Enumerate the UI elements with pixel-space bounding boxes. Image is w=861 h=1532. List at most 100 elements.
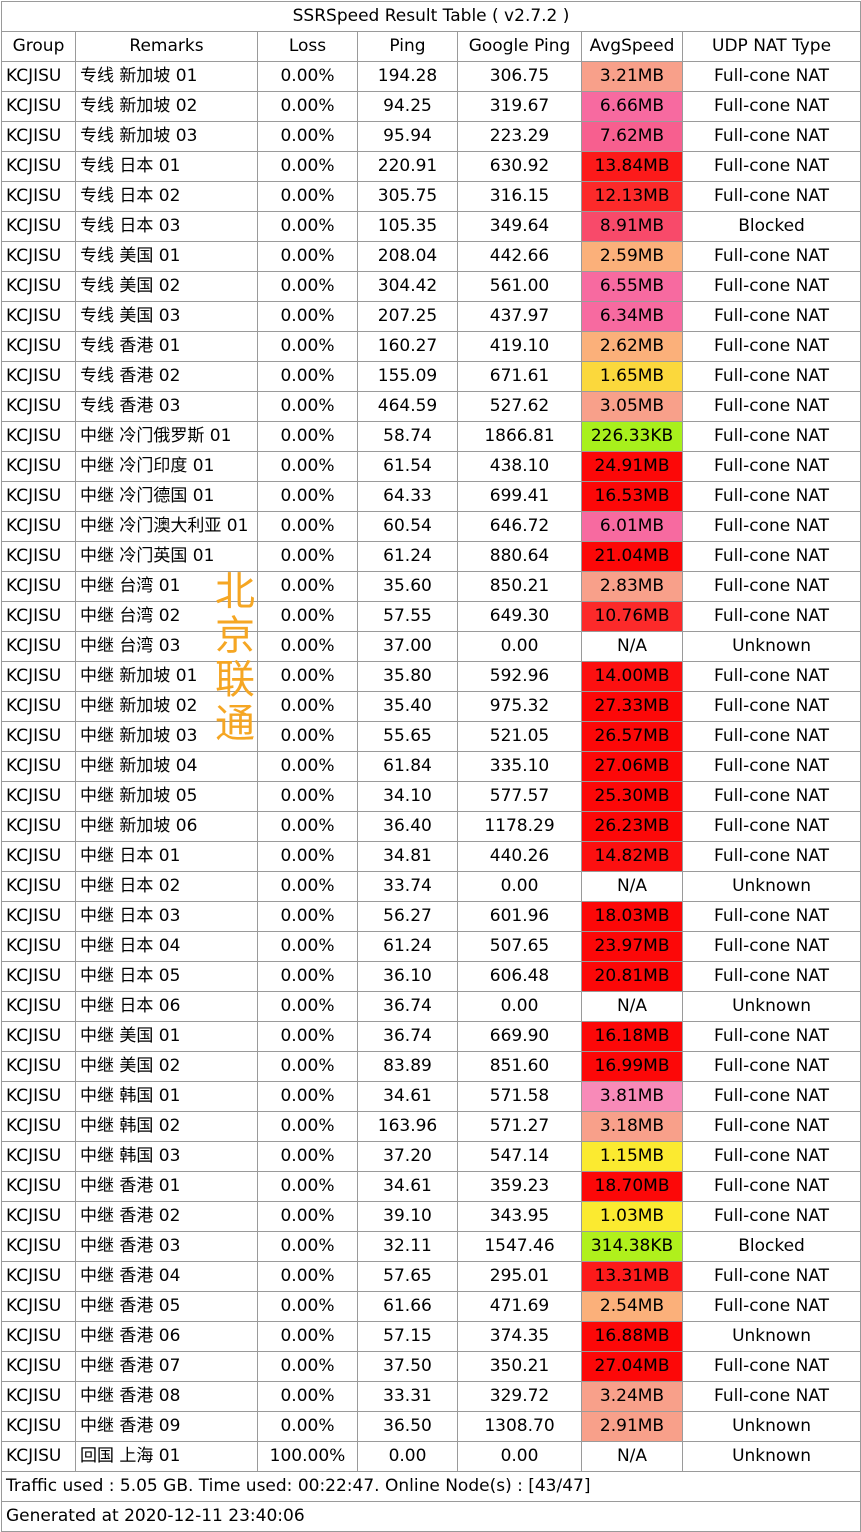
cell-udp-nat-type: Full-cone NAT (681, 181, 861, 212)
header-remarks: Remarks (75, 31, 258, 62)
table-row: KCJISU 中继 香港 04 0.00% 57.65 295.01 13.31MB Ful… (1, 1261, 861, 1292)
cell-udp-nat-type: Full-cone NAT (681, 481, 861, 512)
cell-group: KCJISU (1, 241, 76, 272)
cell-remarks: 中继 日本 05 (75, 961, 258, 992)
cell-loss: 0.00% (257, 241, 358, 272)
cell-loss: 0.00% (257, 301, 358, 332)
cell-ping: 304.42 (357, 271, 458, 302)
cell-group: KCJISU (1, 931, 76, 962)
cell-avg-speed: N/A (581, 1441, 683, 1472)
cell-loss: 0.00% (257, 751, 358, 782)
table-row: KCJISU 中继 新加坡 06 0.00% 36.40 1178.29 26.23MB F… (1, 811, 861, 842)
cell-loss: 0.00% (257, 1321, 358, 1352)
header-avg-speed: AvgSpeed (581, 31, 683, 62)
cell-group: KCJISU (1, 181, 76, 212)
cell-avg-speed: 20.81MB (581, 961, 683, 992)
cell-ping: 37.20 (357, 1141, 458, 1172)
cell-google-ping: 1866.81 (457, 421, 582, 452)
cell-avg-speed: 18.70MB (581, 1171, 683, 1202)
cell-remarks: 专线 香港 02 (75, 361, 258, 392)
cell-group: KCJISU (1, 271, 76, 302)
header-group: Group (1, 31, 76, 62)
cell-avg-speed: N/A (581, 991, 683, 1022)
cell-udp-nat-type: Full-cone NAT (681, 241, 861, 272)
cell-udp-nat-type: Full-cone NAT (681, 301, 861, 332)
cell-ping: 36.74 (357, 991, 458, 1022)
cell-ping: 163.96 (357, 1111, 458, 1142)
cell-remarks: 专线 日本 03 (75, 211, 258, 242)
cell-remarks: 专线 日本 01 (75, 151, 258, 182)
cell-udp-nat-type: Full-cone NAT (681, 1021, 861, 1052)
cell-ping: 33.74 (357, 871, 458, 902)
cell-ping: 207.25 (357, 301, 458, 332)
cell-group: KCJISU (1, 691, 76, 722)
cell-loss: 0.00% (257, 991, 358, 1022)
cell-group: KCJISU (1, 871, 76, 902)
cell-remarks: 专线 新加坡 01 (75, 61, 258, 92)
cell-avg-speed: 3.21MB (581, 61, 683, 92)
cell-udp-nat-type: Full-cone NAT (681, 271, 861, 302)
cell-google-ping: 295.01 (457, 1261, 582, 1292)
cell-udp-nat-type: Full-cone NAT (681, 1141, 861, 1172)
cell-loss: 0.00% (257, 1411, 358, 1442)
cell-group: KCJISU (1, 1291, 76, 1322)
cell-remarks: 专线 美国 02 (75, 271, 258, 302)
cell-ping: 34.10 (357, 781, 458, 812)
watermark-beijing-unicom: 北 京 联 通 (210, 570, 260, 746)
cell-udp-nat-type: Blocked (681, 1231, 861, 1262)
cell-google-ping: 527.62 (457, 391, 582, 422)
cell-remarks: 中继 美国 01 (75, 1021, 258, 1052)
cell-ping: 61.84 (357, 751, 458, 782)
cell-group: KCJISU (1, 211, 76, 242)
cell-avg-speed: 14.00MB (581, 661, 683, 692)
cell-group: KCJISU (1, 361, 76, 392)
cell-udp-nat-type: Full-cone NAT (681, 811, 861, 842)
cell-google-ping: 335.10 (457, 751, 582, 782)
cell-avg-speed: 13.84MB (581, 151, 683, 182)
table-row: KCJISU 中继 香港 05 0.00% 61.66 471.69 2.54MB Full… (1, 1291, 861, 1322)
cell-avg-speed: 2.59MB (581, 241, 683, 272)
cell-google-ping: 343.95 (457, 1201, 582, 1232)
cell-google-ping: 669.90 (457, 1021, 582, 1052)
cell-avg-speed: 16.18MB (581, 1021, 683, 1052)
cell-loss: 0.00% (257, 511, 358, 542)
cell-udp-nat-type: Full-cone NAT (681, 451, 861, 482)
cell-loss: 100.00% (257, 1441, 358, 1472)
cell-google-ping: 374.35 (457, 1321, 582, 1352)
cell-ping: 64.33 (357, 481, 458, 512)
cell-ping: 57.65 (357, 1261, 458, 1292)
cell-ping: 36.40 (357, 811, 458, 842)
cell-remarks: 中继 新加坡 06 (75, 811, 258, 842)
cell-udp-nat-type: Full-cone NAT (681, 1201, 861, 1232)
cell-avg-speed: 27.04MB (581, 1351, 683, 1382)
cell-avg-speed: 6.01MB (581, 511, 683, 542)
cell-ping: 39.10 (357, 1201, 458, 1232)
cell-google-ping: 1547.46 (457, 1231, 582, 1262)
cell-ping: 56.27 (357, 901, 458, 932)
cell-group: KCJISU (1, 1141, 76, 1172)
cell-loss: 0.00% (257, 1261, 358, 1292)
cell-avg-speed: 14.82MB (581, 841, 683, 872)
cell-google-ping: 521.05 (457, 721, 582, 752)
cell-google-ping: 577.57 (457, 781, 582, 812)
cell-udp-nat-type: Full-cone NAT (681, 151, 861, 182)
cell-loss: 0.00% (257, 901, 358, 932)
cell-loss: 0.00% (257, 1201, 358, 1232)
cell-avg-speed: N/A (581, 871, 683, 902)
cell-group: KCJISU (1, 1321, 76, 1352)
cell-google-ping: 0.00 (457, 991, 582, 1022)
table-row: KCJISU 中继 香港 03 0.00% 32.11 1547.46 314.38KB B… (1, 1231, 861, 1262)
cell-avg-speed: 3.05MB (581, 391, 683, 422)
table-row: KCJISU 中继 美国 01 0.00% 36.74 669.90 16.18MB Ful… (1, 1021, 861, 1052)
table-row: KCJISU 中继 台湾 03 0.00% 37.00 0.00 N/A Unknown (1, 631, 861, 662)
cell-loss: 0.00% (257, 631, 358, 662)
footer-row: Generated at 2020-12-11 23:40:06 (0, 1501, 861, 1532)
cell-avg-speed: 2.62MB (581, 331, 683, 362)
cell-ping: 0.00 (357, 1441, 458, 1472)
table-row: KCJISU 中继 香港 06 0.00% 57.15 374.35 16.88MB Unk… (1, 1321, 861, 1352)
cell-udp-nat-type: Blocked (681, 211, 861, 242)
title-row: SSRSpeed Result Table ( v2.7.2 ) (0, 1, 861, 32)
cell-google-ping: 592.96 (457, 661, 582, 692)
header-loss: Loss (257, 31, 358, 62)
cell-ping: 60.54 (357, 511, 458, 542)
